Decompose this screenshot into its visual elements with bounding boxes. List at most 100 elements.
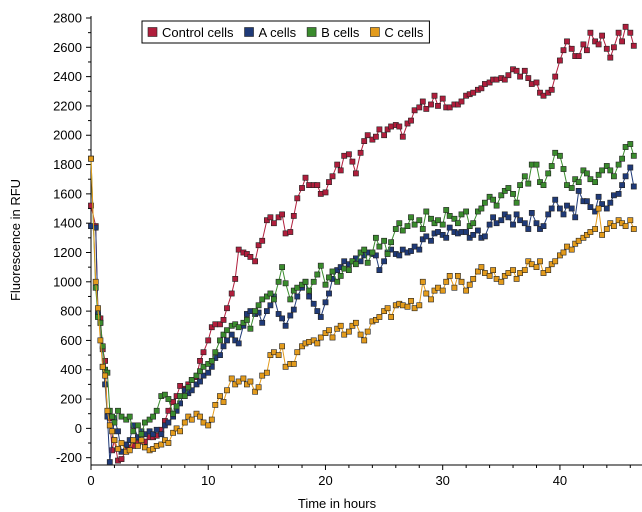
data-point <box>326 179 332 185</box>
data-point <box>404 120 411 127</box>
data-point <box>188 387 195 394</box>
data-point <box>118 413 125 420</box>
data-point <box>587 29 594 36</box>
data-point <box>556 205 563 212</box>
data-point <box>376 243 383 250</box>
data-point <box>396 220 403 227</box>
data-point <box>396 123 403 130</box>
x-tick-label: 0 <box>87 473 94 488</box>
data-point <box>599 167 605 174</box>
data-point <box>545 89 552 96</box>
data-point <box>224 337 230 344</box>
data-point <box>419 98 426 105</box>
data-point <box>150 413 156 420</box>
data-point <box>329 268 336 275</box>
data-point <box>220 399 227 405</box>
data-point <box>188 416 195 423</box>
data-point <box>615 29 622 36</box>
data-point <box>443 234 450 241</box>
data-point <box>150 431 156 438</box>
y-tick-label: 0 <box>75 421 82 436</box>
data-point <box>255 242 262 249</box>
data-point <box>404 223 411 229</box>
data-point <box>306 293 312 300</box>
series-3 <box>88 155 637 455</box>
data-point <box>357 149 364 156</box>
x-tick-label: 30 <box>435 473 449 488</box>
data-point <box>556 152 563 159</box>
data-point <box>235 378 242 385</box>
data-point <box>247 254 254 260</box>
data-point <box>404 303 411 310</box>
data-point <box>595 193 602 200</box>
legend-swatch <box>147 27 158 37</box>
data-point <box>282 280 289 287</box>
data-point <box>252 258 258 265</box>
series-line <box>90 143 635 436</box>
data-point <box>595 41 602 48</box>
data-point <box>197 413 203 420</box>
data-point <box>247 325 254 332</box>
data-point <box>622 173 629 180</box>
data-point <box>521 267 528 273</box>
y-tick-label: 2800 <box>53 11 82 26</box>
data-point <box>498 278 505 285</box>
data-point <box>135 422 141 429</box>
data-point <box>513 275 520 282</box>
data-point <box>399 133 406 140</box>
data-point <box>525 75 532 81</box>
data-point <box>177 428 183 435</box>
data-point <box>583 170 590 177</box>
data-point <box>200 349 207 356</box>
data-point <box>267 302 274 309</box>
data-point <box>232 337 239 344</box>
data-point <box>568 45 575 52</box>
data-point <box>446 104 453 111</box>
data-point <box>552 196 559 203</box>
data-point <box>627 217 634 224</box>
data-point <box>181 419 188 426</box>
data-point <box>279 264 285 270</box>
data-point <box>212 349 219 356</box>
data-point <box>279 343 285 350</box>
data-point <box>228 290 235 297</box>
data-point <box>372 234 379 241</box>
data-point <box>564 38 570 45</box>
data-point <box>435 103 441 109</box>
data-point <box>572 240 579 247</box>
y-tick-label: 400 <box>60 362 82 377</box>
data-point <box>490 214 496 221</box>
data-point <box>322 299 329 306</box>
data-point <box>138 437 145 443</box>
data-point <box>592 38 598 45</box>
data-point <box>630 152 637 159</box>
data-point <box>88 155 94 162</box>
data-point <box>454 220 461 227</box>
data-point <box>627 29 634 36</box>
y-tick-label: 2000 <box>53 128 82 143</box>
data-point <box>111 437 118 443</box>
data-point <box>545 211 552 218</box>
y-tick-label: 2400 <box>53 69 82 84</box>
data-point <box>435 217 441 224</box>
y-tick-label: 200 <box>60 392 82 407</box>
data-point <box>275 278 282 285</box>
data-point <box>428 296 434 303</box>
data-point <box>560 249 567 256</box>
data-point <box>115 407 121 414</box>
legend-label: A cells <box>259 25 297 40</box>
data-point <box>510 221 516 228</box>
data-point <box>341 331 348 338</box>
data-point <box>299 343 305 350</box>
data-point <box>109 428 115 435</box>
data-point <box>322 189 329 196</box>
data-point <box>294 284 301 291</box>
data-point <box>446 224 453 231</box>
data-point <box>376 314 383 320</box>
data-point <box>443 278 450 285</box>
data-point <box>193 372 200 379</box>
data-point <box>364 259 371 266</box>
legend-label: Control cells <box>162 25 234 40</box>
data-point <box>302 278 309 285</box>
data-point <box>533 79 540 86</box>
